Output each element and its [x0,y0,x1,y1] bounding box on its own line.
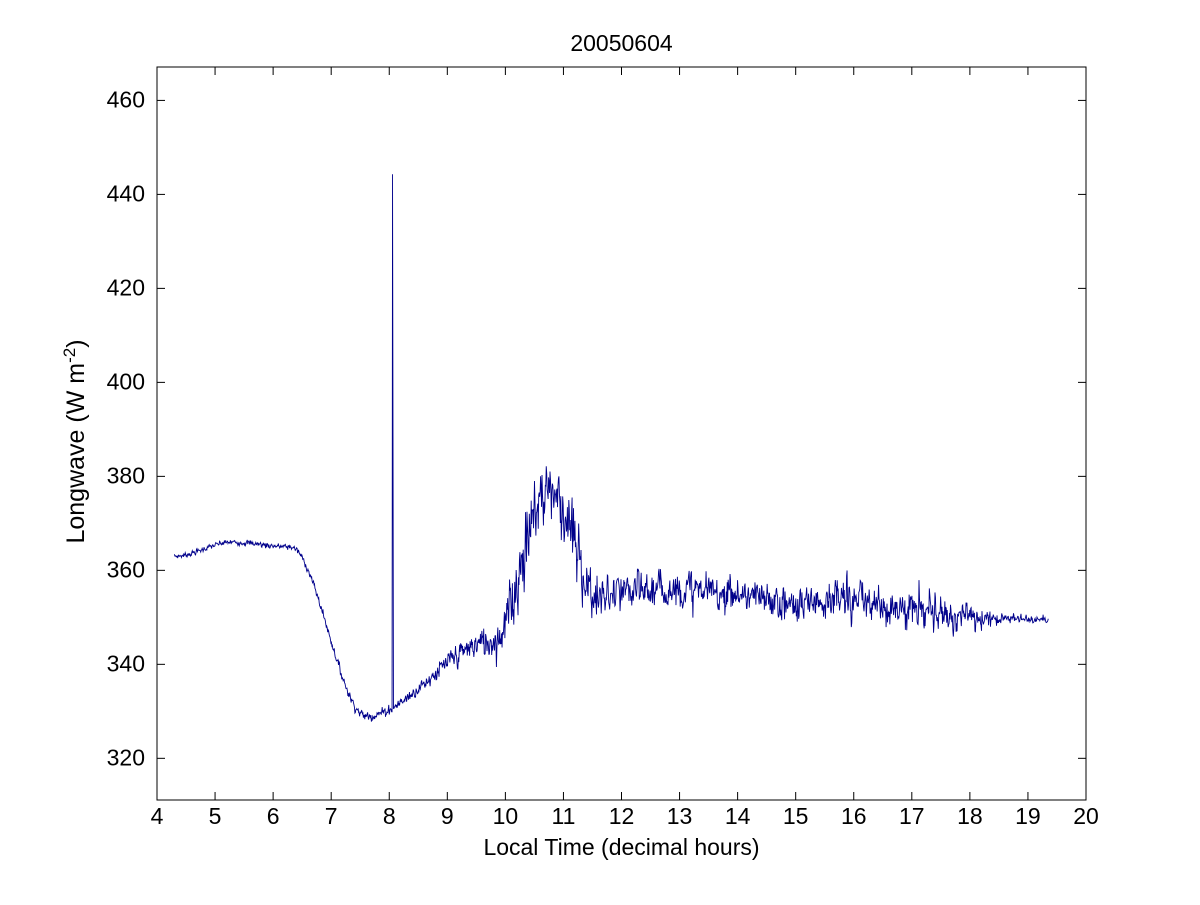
svg-text:440: 440 [107,180,145,206]
svg-text:7: 7 [325,803,338,829]
svg-text:6: 6 [267,803,280,829]
svg-text:20050604: 20050604 [570,30,673,56]
svg-text:12: 12 [609,803,635,829]
svg-text:9: 9 [441,803,454,829]
svg-text:400: 400 [107,368,145,394]
svg-text:320: 320 [107,744,145,770]
svg-text:14: 14 [725,803,751,829]
svg-text:340: 340 [107,650,145,676]
svg-text:20: 20 [1073,803,1099,829]
svg-text:18: 18 [957,803,983,829]
svg-text:10: 10 [493,803,519,829]
svg-text:8: 8 [383,803,396,829]
svg-text:360: 360 [107,556,145,582]
svg-text:16: 16 [841,803,867,829]
svg-text:4: 4 [151,803,164,829]
svg-text:15: 15 [783,803,809,829]
svg-text:17: 17 [899,803,925,829]
svg-text:460: 460 [107,86,145,112]
svg-text:420: 420 [107,274,145,300]
svg-text:Longwave (W m-2): Longwave (W m-2) [60,339,91,543]
svg-text:380: 380 [107,462,145,488]
svg-text:5: 5 [209,803,222,829]
svg-text:19: 19 [1015,803,1041,829]
svg-text:Local Time (decimal hours): Local Time (decimal hours) [483,834,759,860]
svg-text:11: 11 [551,803,575,829]
svg-text:13: 13 [667,803,693,829]
